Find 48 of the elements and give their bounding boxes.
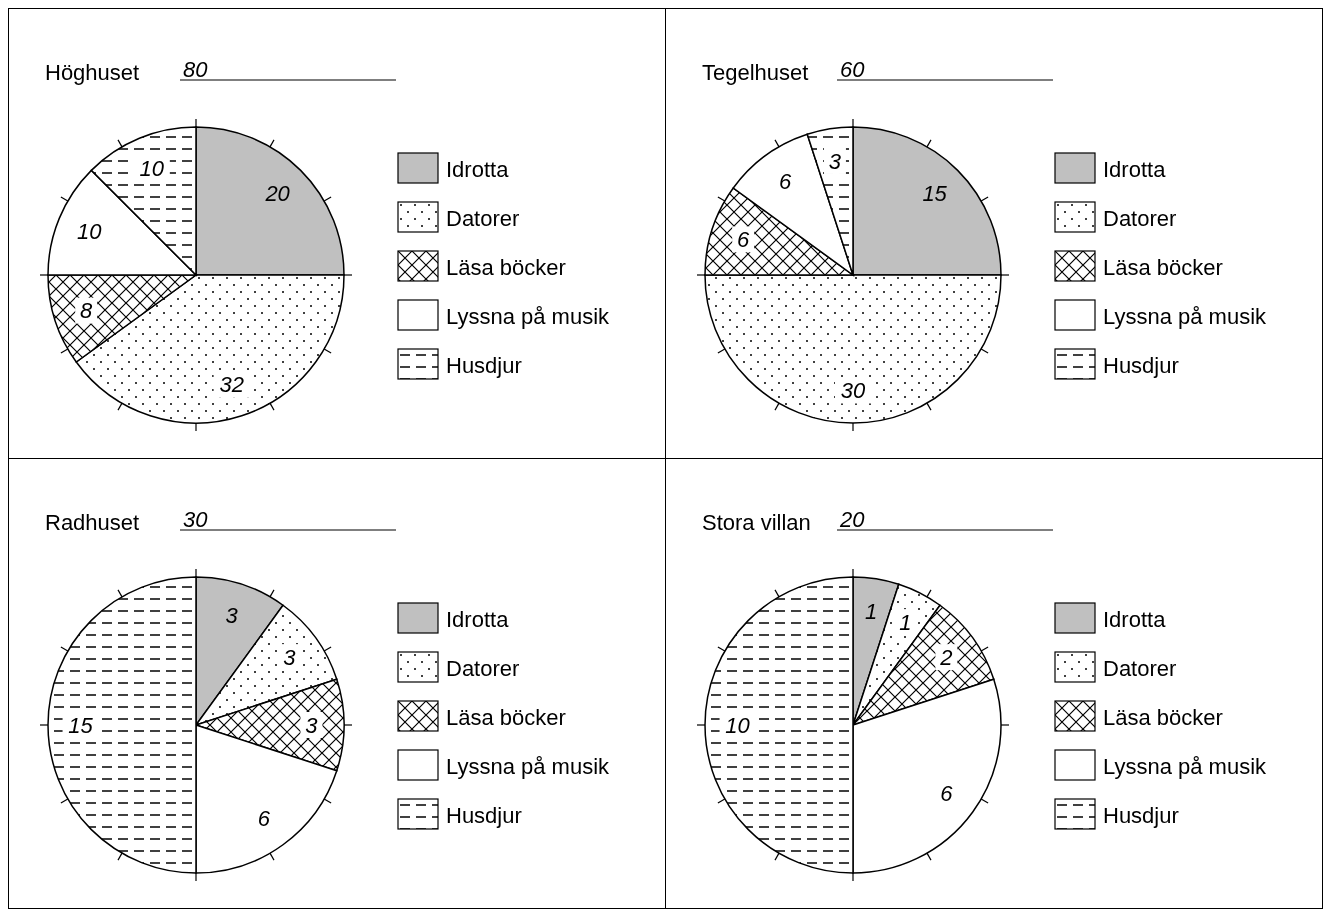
data-label: 15: [68, 712, 94, 738]
data-label: 2: [939, 644, 953, 670]
legend-label: Husdjur: [1103, 803, 1179, 828]
legend-label: Lyssna på musik: [1103, 754, 1268, 779]
legend-label: Datorer: [1103, 656, 1177, 681]
legend-label: Datorer: [446, 206, 520, 231]
legend-label: Läsa böcker: [446, 255, 566, 280]
legend-label: Husdjur: [1103, 353, 1179, 378]
data-label: 20: [264, 181, 291, 207]
legend-label: Idrotta: [1103, 157, 1167, 182]
legend-label: Datorer: [1103, 206, 1177, 231]
chart-subtitle: 20: [839, 507, 866, 532]
chart-title: Tegelhuset: [702, 60, 809, 85]
legend-label: Lyssna på musik: [446, 754, 611, 779]
legend-label: Idrotta: [446, 157, 510, 182]
data-label: 10: [139, 156, 165, 182]
chart-subtitle: 80: [183, 57, 209, 82]
data-label: 15: [922, 181, 948, 207]
data-label: 3: [305, 712, 319, 738]
data-label: 3: [828, 148, 842, 174]
legend-label: Läsa böcker: [446, 705, 566, 730]
chart-title: Höghuset: [45, 60, 140, 85]
legend-label: Läsa böcker: [1103, 255, 1223, 280]
chart-subtitle: 60: [840, 57, 866, 82]
data-label: 10: [725, 712, 751, 738]
data-label: 3: [225, 602, 239, 628]
data-label: 6: [257, 806, 271, 832]
data-label: 6: [737, 227, 751, 253]
data-label: 8: [80, 298, 94, 324]
legend-label: Lyssna på musik: [446, 304, 611, 329]
chart-title: Stora villan: [702, 510, 811, 535]
legend-label: Läsa böcker: [1103, 705, 1223, 730]
chart-subtitle: 30: [183, 507, 209, 532]
data-label: 1: [899, 609, 912, 635]
legend-label: Datorer: [446, 656, 520, 681]
data-label: 3: [283, 644, 297, 670]
data-label: 32: [219, 372, 244, 398]
legend-label: Husdjur: [446, 803, 522, 828]
legend-label: Idrotta: [446, 607, 510, 632]
legend-label: Idrotta: [1103, 607, 1167, 632]
data-label: 1: [864, 598, 878, 624]
legend-label: Lyssna på musik: [1103, 304, 1268, 329]
data-label: 6: [779, 169, 793, 195]
chart-title: Radhuset: [45, 510, 140, 535]
data-label: 30: [840, 378, 866, 404]
data-label: 6: [940, 780, 954, 806]
legend-label: Husdjur: [446, 353, 522, 378]
data-label: 10: [77, 218, 103, 244]
